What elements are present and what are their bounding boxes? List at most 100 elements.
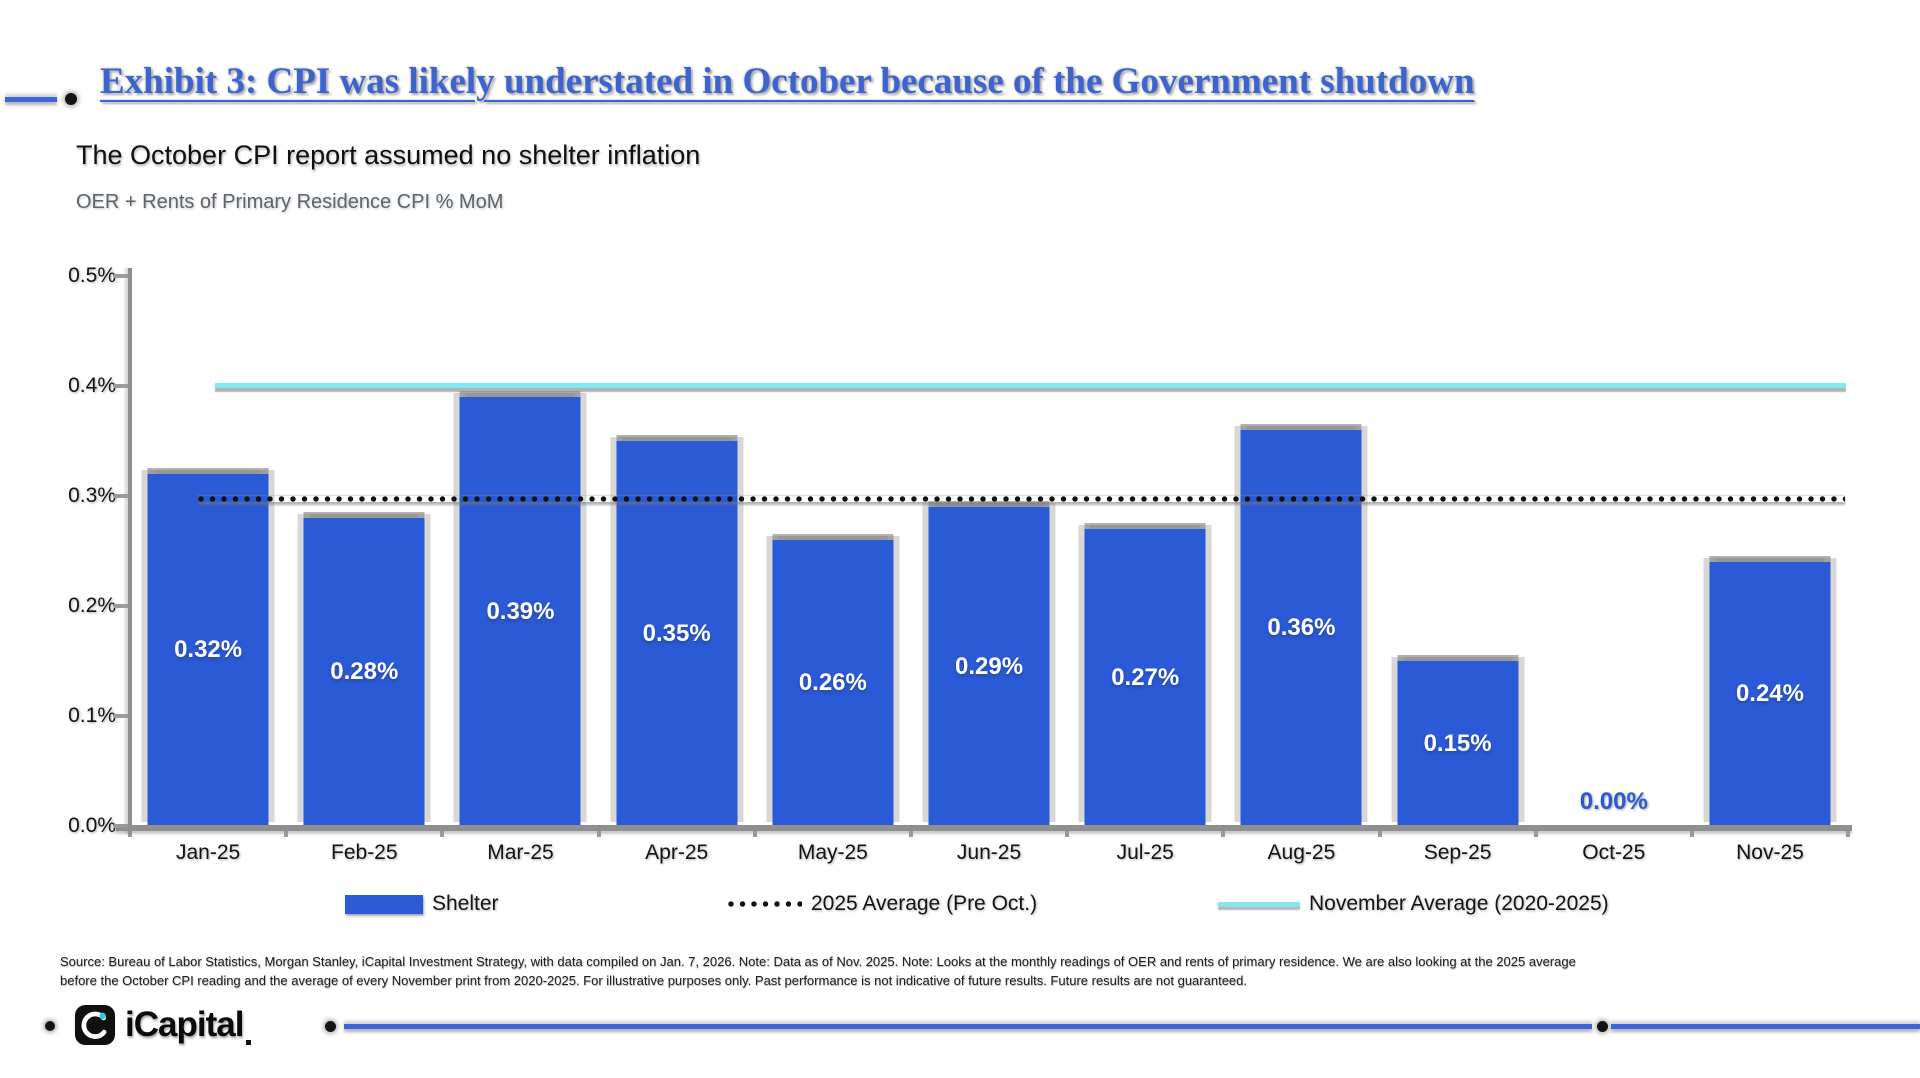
bar-slot-oct-25: 0.00% Oct-25 <box>1533 276 1692 864</box>
bar-value-label: 0.36% <box>1267 614 1336 641</box>
legend-swatch-line <box>1218 901 1300 907</box>
x-axis-label: May-25 <box>797 841 868 864</box>
bar-value-label: 0.15% <box>1423 729 1492 757</box>
legend-label: Shelter <box>432 892 499 915</box>
x-axis-tick <box>1221 827 1226 837</box>
y-axis-label: 0.2% <box>68 594 116 617</box>
page-title: Exhibit 3: CPI was likely understated in… <box>100 61 1475 102</box>
source-note: Source: Bureau of Labor Statistics, Morg… <box>60 952 1620 990</box>
x-axis-label: Jun-25 <box>956 841 1022 864</box>
title-accent-line <box>5 97 57 102</box>
bar-nov-25: 0.24% <box>1709 562 1831 826</box>
bar-value-label: 0.24% <box>1735 680 1804 707</box>
bar-slot-aug-25: 0.36% Aug-25 <box>1221 276 1379 864</box>
footer-separator-dot-1 <box>325 1021 336 1032</box>
y-axis-label: 0.3% <box>68 484 116 507</box>
bar-value-label: 0.28% <box>330 658 399 685</box>
bar-value-label: 0.27% <box>1111 663 1180 691</box>
y-axis-label: 0.1% <box>68 704 116 727</box>
x-axis-tick <box>440 827 445 837</box>
bar-jan-25: 0.32% <box>147 474 269 826</box>
bar-may-25: 0.26% <box>772 540 894 826</box>
x-axis-tick <box>1065 827 1070 837</box>
x-axis-tick <box>284 827 289 837</box>
y-axis-tick <box>114 824 128 828</box>
logo-trademark-dot <box>246 1040 251 1045</box>
footer-rule-right <box>1611 1024 1920 1029</box>
bar-slot-feb-25: 0.28% Feb-25 <box>284 276 442 864</box>
chart-plot-area: 0.32% Jan-25 0.28% Feb-25 0.39% Mar-25 0.35% Ap… <box>68 264 1852 864</box>
bar-jul-25: 0.27% <box>1084 529 1206 826</box>
x-axis-tick <box>596 827 601 837</box>
bar-slot-sep-25: 0.15% Sep-25 <box>1377 276 1536 864</box>
source-note-line1: Source: Bureau of Labor Statistics, Morg… <box>60 954 1576 969</box>
x-axis-line <box>116 825 1852 831</box>
y-axis-label: 0.5% <box>68 264 116 287</box>
y-axis-label: 0.4% <box>68 374 116 397</box>
x-axis-label: Oct-25 <box>1582 841 1646 864</box>
x-axis-label: Jan-25 <box>175 841 241 864</box>
bar-value-label: 0.29% <box>955 652 1024 680</box>
icapital-logo: iCapital <box>74 1004 244 1046</box>
bar-value-label: 0.26% <box>798 669 867 696</box>
legend-swatch-bar <box>345 894 423 914</box>
x-axis-label: Mar-25 <box>487 841 554 864</box>
legend-item-line: November Average (2020-2025) <box>1218 892 1609 916</box>
x-axis-tick <box>1533 827 1538 837</box>
icapital-wordmark: iCapital <box>125 1005 244 1044</box>
legend-label: 2025 Average (Pre Oct.) <box>811 892 1038 915</box>
bar-value-label: 0.32% <box>174 636 243 663</box>
source-note-line2: before the October CPI reading and the a… <box>60 973 1247 988</box>
bar-apr-25: 0.35% <box>616 441 738 826</box>
legend-item-dotted: 2025 Average (Pre Oct.) <box>728 892 1037 916</box>
bar-slot-jun-25: 0.29% Jun-25 <box>908 276 1067 864</box>
x-axis-label: Sep-25 <box>1423 841 1492 864</box>
bar-slot-jul-25: 0.27% Jul-25 <box>1065 276 1223 864</box>
bar-value-label-zero: 0.00% <box>1579 788 1648 815</box>
chart-axis-note: OER + Rents of Primary Residence CPI % M… <box>76 191 504 213</box>
legend-label: November Average (2020-2025) <box>1309 892 1609 915</box>
bar-value-label: 0.35% <box>642 619 711 647</box>
y-axis-tick <box>114 604 128 608</box>
reference-line-november-average <box>215 383 1846 388</box>
reference-line-2025-average <box>198 496 1845 503</box>
bar-series: 0.32% Jan-25 0.28% Feb-25 0.39% Mar-25 0.35% Ap… <box>128 276 1851 864</box>
y-axis-tick <box>114 494 128 498</box>
y-axis-label: 0.0% <box>68 814 116 837</box>
x-axis-tick <box>1377 827 1382 837</box>
x-axis-tick <box>1689 827 1694 837</box>
bar-slot-jan-25: 0.32% Jan-25 <box>128 276 286 864</box>
footer-rule-left <box>344 1024 1592 1029</box>
bar-slot-mar-25: 0.39% Mar-25 <box>440 276 598 864</box>
y-axis-line <box>128 268 132 834</box>
x-axis-tick <box>752 827 757 837</box>
x-axis-label: Jul-25 <box>1116 841 1174 864</box>
y-axis-tick <box>114 274 128 278</box>
bar-slot-apr-25: 0.35% Apr-25 <box>596 276 755 864</box>
footer-left-dot <box>45 1021 55 1031</box>
bar-value-label: 0.39% <box>486 597 555 625</box>
bar-aug-25: 0.36% <box>1240 430 1362 826</box>
y-axis-tick <box>114 714 128 718</box>
chart-legend: Shelter 2025 Average (Pre Oct.) November A… <box>0 892 1920 924</box>
x-axis-label: Feb-25 <box>331 841 398 864</box>
bar-slot-may-25: 0.26% May-25 <box>752 276 911 864</box>
legend-swatch-dotted <box>728 901 802 907</box>
page-subtitle: The October CPI report assumed no shelte… <box>76 140 701 170</box>
bar-jun-25: 0.29% <box>928 507 1050 826</box>
x-axis-tick <box>908 827 913 837</box>
x-axis-label: Apr-25 <box>645 841 709 864</box>
x-axis-tick <box>1846 827 1851 837</box>
footer-separator-dot-2 <box>1597 1021 1608 1032</box>
title-accent-dot <box>65 93 77 105</box>
bar-feb-25: 0.28% <box>303 518 425 826</box>
y-axis-tick <box>114 384 128 388</box>
x-axis-label: Aug-25 <box>1267 841 1336 864</box>
bar-sep-25: 0.15% <box>1397 661 1519 826</box>
bar-slot-nov-25: 0.24% Nov-25 <box>1689 276 1851 864</box>
icapital-logo-icon <box>74 1004 116 1046</box>
x-axis-label: Nov-25 <box>1736 841 1804 864</box>
bar-mar-25: 0.39% <box>459 397 581 826</box>
legend-item-bar: Shelter <box>345 892 499 916</box>
